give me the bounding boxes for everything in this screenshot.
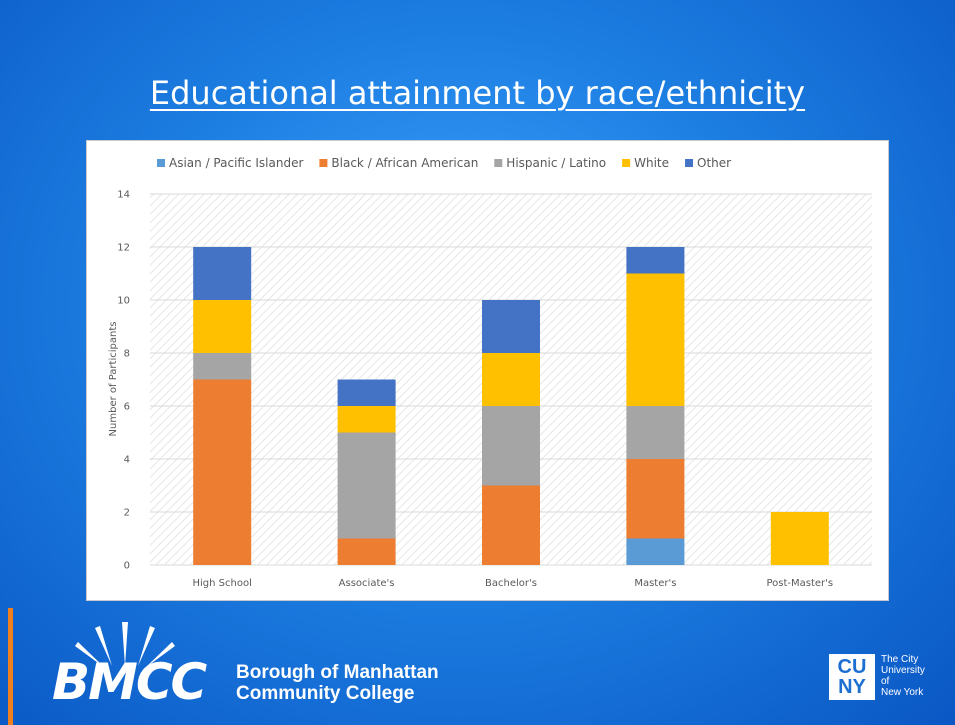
bar-segment <box>193 300 252 353</box>
bmcc-name-line1: Borough of Manhattan <box>236 662 439 683</box>
y-axis-ticks: 0 2 4 6 8 10 12 14 <box>117 190 130 572</box>
legend-swatch <box>685 159 694 167</box>
y-tick-label: 12 <box>117 243 130 254</box>
bmcc-logo: BMCC Borough of Manhattan Community Coll… <box>52 618 442 711</box>
liberty-crown-icon <box>75 622 175 668</box>
legend-label: White <box>634 156 669 170</box>
cuny-mark: CU NY <box>829 654 875 700</box>
y-tick-label: 14 <box>117 190 130 201</box>
bar-segment <box>482 300 540 353</box>
bars <box>193 247 829 565</box>
legend-swatch <box>319 159 328 167</box>
x-tick-label: Master's <box>634 578 676 589</box>
bar-segment <box>482 406 540 486</box>
slide-title: Educational attainment by race/ethnicity <box>149 74 806 112</box>
accent-rule <box>8 608 13 725</box>
bar-segment <box>193 379 252 565</box>
bmcc-name: Borough of Manhattan Community College <box>236 662 439 704</box>
legend-label: Other <box>697 156 731 170</box>
y-tick-label: 2 <box>124 508 130 519</box>
y-tick-label: 10 <box>117 296 130 307</box>
legend-label: Asian / Pacific Islander <box>169 156 303 170</box>
legend-label: Black / African American <box>331 156 478 170</box>
y-tick-label: 4 <box>124 455 130 466</box>
x-tick-label: High School <box>193 578 252 589</box>
bar-segment <box>193 353 252 380</box>
cuny-logo: CU NY The City University of New York <box>829 654 929 704</box>
bar-segment <box>337 538 396 565</box>
bar-segment <box>626 406 685 459</box>
y-axis-label: Number of Participants <box>108 322 119 437</box>
bar-segment <box>193 247 252 300</box>
x-tick-label: Post-Master's <box>766 578 833 589</box>
x-axis-ticks: High School Associate's Bachelor's Master's… <box>193 578 834 589</box>
stacked-bar-chart: 0 2 4 6 8 10 12 14 High School Associate's Bachel… <box>108 156 872 589</box>
bar-segment <box>337 379 396 406</box>
legend-swatch <box>622 159 631 167</box>
bar-segment <box>482 485 540 565</box>
y-tick-label: 0 <box>124 561 130 572</box>
bar-segment <box>626 538 685 565</box>
y-tick-label: 8 <box>124 349 130 360</box>
legend-swatch <box>494 159 503 167</box>
bar-segment <box>337 432 396 539</box>
bar-segment <box>626 459 685 539</box>
bar-segment <box>770 512 829 565</box>
y-tick-label: 6 <box>124 402 130 413</box>
bar-segment <box>482 353 540 406</box>
legend: Asian / Pacific Islander Black / African … <box>157 156 731 170</box>
chart-container: 0 2 4 6 8 10 12 14 High School Associate's Bachel… <box>86 140 889 601</box>
bar-segment <box>337 406 396 433</box>
bar-segment <box>626 273 685 406</box>
legend-swatch <box>157 159 165 167</box>
bmcc-name-line2: Community College <box>236 683 415 704</box>
cuny-text: The City University of New York <box>881 654 925 698</box>
legend-label: Hispanic / Latino <box>506 156 606 170</box>
x-tick-label: Bachelor's <box>485 578 537 589</box>
bmcc-wordmark: BMCC <box>52 653 207 711</box>
x-tick-label: Associate's <box>339 578 395 589</box>
bar-segment <box>626 247 685 274</box>
